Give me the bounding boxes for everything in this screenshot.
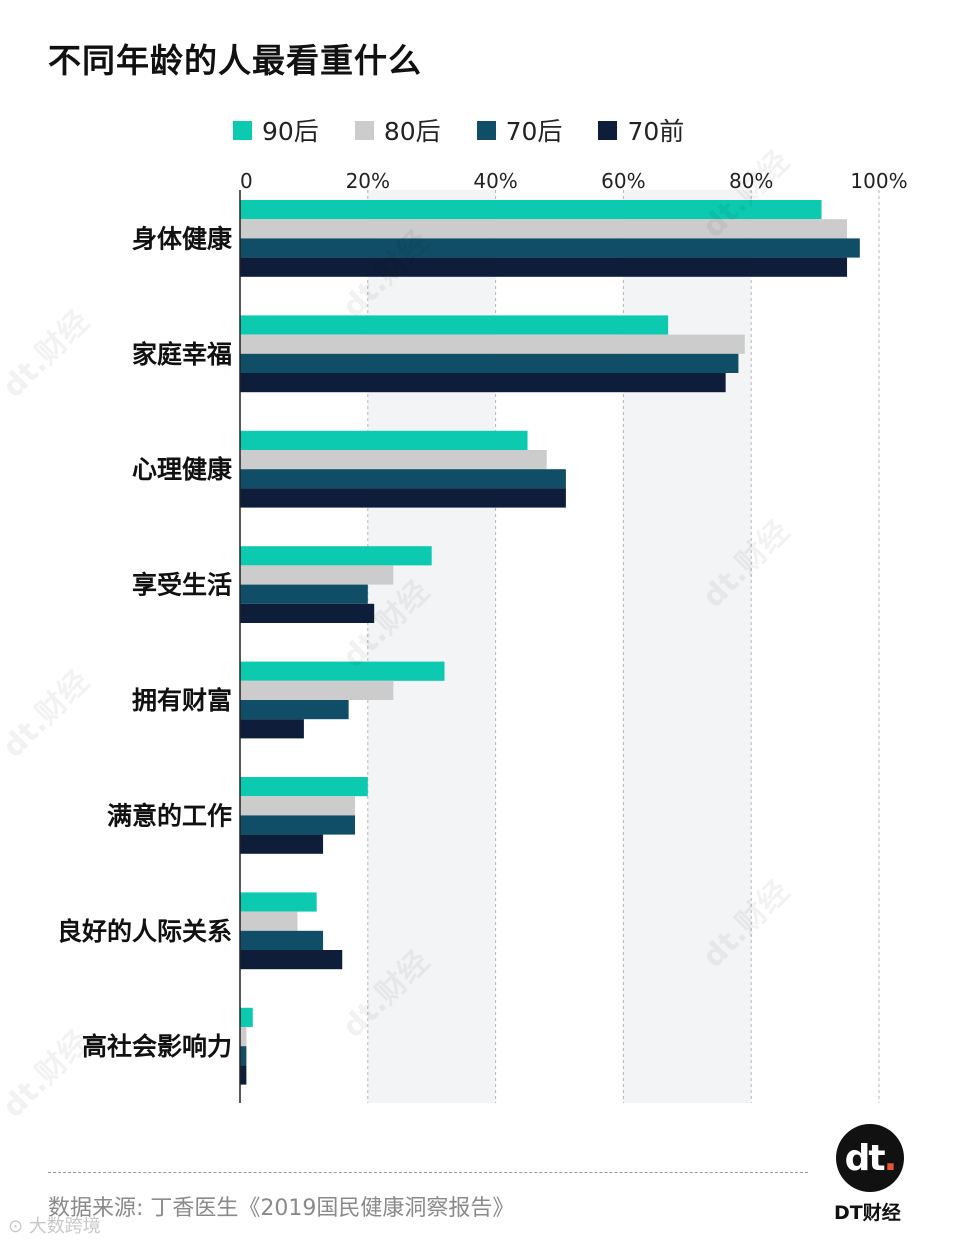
category-label: 满意的工作 [107, 801, 232, 830]
bar [240, 950, 343, 970]
bar [240, 892, 317, 912]
category-label: 良好的人际关系 [57, 917, 232, 946]
corner-watermark: ⊙ 大数跨境 [8, 1216, 101, 1237]
category-label: 家庭幸福 [132, 340, 232, 369]
legend: 90后 80后 70后 70前 [233, 112, 684, 148]
bar [240, 815, 356, 835]
x-tick-label: 100% [850, 169, 907, 193]
legend-label: 70后 [505, 117, 563, 146]
data-source: 数据来源: 丁香医生《2019国民健康洞察报告》 [48, 1196, 515, 1221]
bar [240, 911, 298, 931]
x-tick-label: 40% [473, 169, 517, 193]
dt-logo: dt. [836, 1124, 904, 1192]
bar [240, 257, 848, 277]
bar [240, 373, 726, 393]
bar [240, 1027, 247, 1047]
legend-item: 70前 [598, 112, 684, 148]
legend-label: 90后 [262, 117, 319, 146]
legend-swatch [233, 120, 252, 140]
bar [240, 546, 432, 566]
x-tick-label: 80% [729, 169, 773, 193]
bar [240, 796, 356, 816]
bar [240, 450, 547, 470]
bar [240, 1007, 253, 1027]
x-tick-label: 60% [601, 169, 645, 193]
bar [240, 334, 745, 354]
bar [240, 700, 349, 720]
bar [240, 834, 324, 854]
legend-item: 90后 [233, 112, 319, 148]
legend-item: 80后 [354, 112, 441, 148]
bar [240, 238, 860, 258]
legend-swatch [598, 120, 618, 140]
bar [240, 584, 368, 604]
bar [240, 1065, 247, 1085]
category-label: 享受生活 [132, 571, 232, 600]
x-tick-label: 0 [240, 169, 253, 193]
logo-glyph: dt [844, 1137, 886, 1179]
chart-title: 不同年龄的人最看重什么 [48, 41, 422, 80]
bar [240, 315, 669, 335]
bar [240, 680, 394, 700]
category-label: 高社会影响力 [82, 1032, 232, 1061]
category-label: 拥有财富 [132, 686, 232, 715]
legend-label: 70前 [627, 117, 685, 146]
legend-swatch [476, 120, 496, 140]
source-divider [48, 1172, 808, 1173]
bar [240, 488, 566, 508]
logo-dot: . [883, 1137, 898, 1179]
bar [240, 930, 324, 950]
bar-chart: 0 20% 40% 60% 80% 100% 身体健康家庭幸福心理健康享受生活拥有财富满意的… [57, 169, 908, 1103]
bar [240, 1046, 247, 1066]
bar [240, 603, 375, 623]
bar [240, 353, 739, 373]
bar [240, 469, 566, 489]
legend-swatch [354, 120, 374, 140]
bar [240, 219, 848, 239]
bar [240, 200, 822, 220]
bar [240, 719, 304, 739]
x-tick-label: 20% [346, 169, 390, 193]
bar [240, 430, 528, 450]
legend-item: 70后 [476, 112, 563, 148]
category-label: 心理健康 [132, 455, 233, 484]
brand-name: DT财经 [834, 1202, 901, 1224]
bar [240, 565, 394, 585]
category-label: 身体健康 [132, 224, 233, 253]
bar [240, 777, 368, 797]
legend-label: 80后 [383, 117, 441, 146]
bar [240, 661, 445, 681]
